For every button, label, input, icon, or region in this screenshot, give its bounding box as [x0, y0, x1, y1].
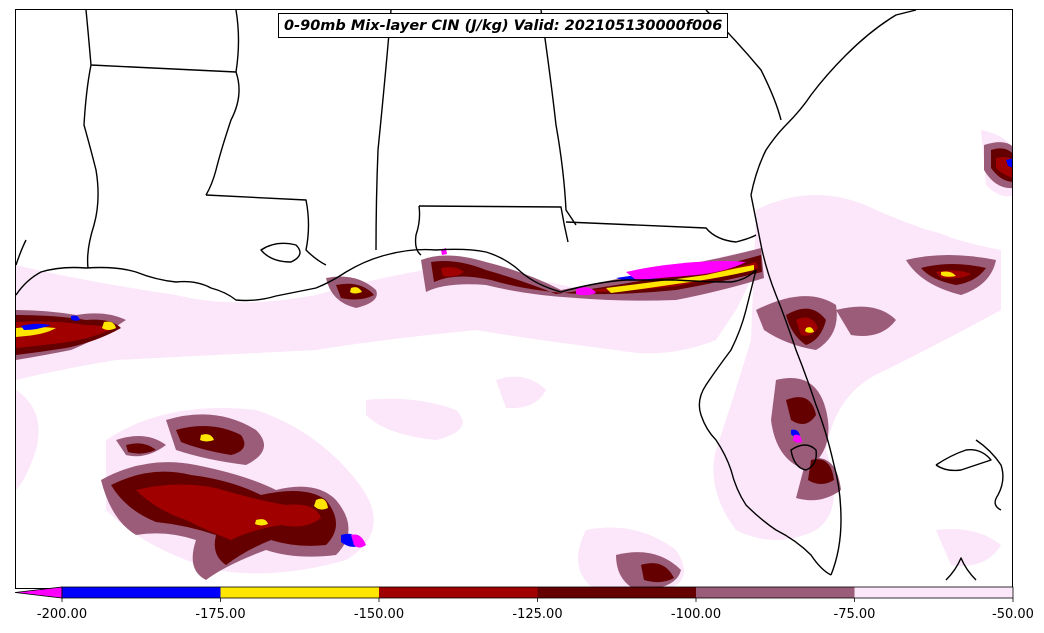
border-mississippi-river-east: [205, 10, 240, 196]
colorbar-tick-label-3: -125.00: [512, 607, 563, 622]
cin-field-yellow: [16, 265, 956, 526]
cin-field-magenta: [351, 248, 802, 548]
colorbar-tick-label-4: -100.00: [670, 607, 722, 622]
colorbar-bin-5: [854, 587, 1013, 598]
border-alabama-florida: [418, 205, 569, 243]
map-title: 0-90mb Mix-layer CIN (J/kg) Valid: 20210…: [284, 17, 723, 34]
map-frame: [15, 9, 1013, 589]
coastline-bahamas: [975, 439, 1004, 511]
coastline-florida-east: [750, 194, 842, 576]
colorbar-tick-label-1: -175.00: [195, 607, 246, 622]
colorbar-under-triangle: [14, 586, 63, 599]
colorbar-bin-3: [537, 587, 696, 598]
border-mississippi-alabama: [375, 10, 392, 251]
title-box: 0-90mb Mix-layer CIN (J/kg) Valid: 20210…: [278, 13, 729, 38]
coastline-mississippi: [385, 248, 562, 293]
border-louisiana-mississippi: [205, 194, 327, 266]
colorbar-tick-label-0: -200.00: [36, 607, 88, 622]
coastline-atlantic: [750, 10, 917, 196]
coastline-louisiana: [16, 254, 387, 302]
colorbar-tick-label-6: -50.00: [992, 607, 1034, 622]
border-georgia-florida: [565, 221, 757, 243]
colorbar-bin-0: [62, 587, 221, 598]
colorbar-tick-label-5: -75.00: [833, 607, 876, 622]
colorbar-bin-2: [379, 587, 538, 598]
border-alabama-mississippi-south: [414, 205, 422, 256]
colorbar-bin-4: [696, 587, 855, 598]
coastline-keys: [945, 557, 977, 581]
coastline-florida-panhandle: [560, 269, 757, 293]
border-louisiana-north: [85, 10, 237, 73]
lake-okeechobee: [790, 444, 817, 471]
colorbar-bin-1: [220, 587, 379, 598]
colorbar-tick-label-2: -150.00: [353, 607, 405, 622]
map-boundaries: [16, 10, 1004, 581]
border-alabama-georgia: [540, 10, 577, 226]
map-canvas: [16, 10, 1012, 588]
lake-pontchartrain: [260, 242, 301, 263]
border-texas-louisiana: [16, 239, 27, 266]
coastline-cuba: [935, 449, 992, 472]
coastline-florida-west: [698, 269, 832, 576]
border-mississippi-river: [83, 64, 99, 269]
